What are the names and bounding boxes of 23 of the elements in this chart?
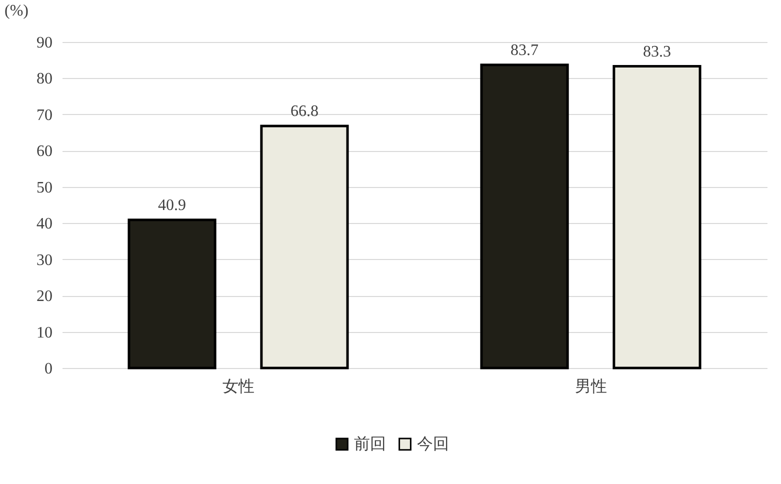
data-label: 66.8 [290, 103, 318, 120]
y-tick-label: 10 [36, 324, 52, 342]
y-tick-label: 20 [36, 288, 52, 306]
y-tick-label: 80 [36, 70, 52, 88]
legend-label: 今回 [417, 434, 449, 454]
bar [128, 218, 216, 370]
data-label: 83.7 [510, 42, 539, 59]
y-tick-label: 0 [44, 360, 52, 378]
y-tick-label: 70 [36, 106, 52, 124]
x-tick-label: 男性 [574, 376, 607, 396]
y-tick-label: 50 [36, 179, 52, 196]
y-tick-label: 30 [36, 252, 52, 269]
data-label: 83.3 [642, 43, 671, 60]
y-tick-label: 60 [36, 143, 52, 160]
legend-label: 前回 [354, 434, 386, 454]
bar [612, 65, 702, 370]
y-tick-label: 90 [36, 34, 52, 52]
y-tick-label: 40 [36, 216, 52, 233]
data-label: 40.9 [158, 196, 186, 214]
bar [260, 124, 349, 370]
x-tick-label: 女性 [222, 376, 254, 396]
bar [480, 64, 569, 370]
y-axis-title: (%) [4, 2, 28, 20]
